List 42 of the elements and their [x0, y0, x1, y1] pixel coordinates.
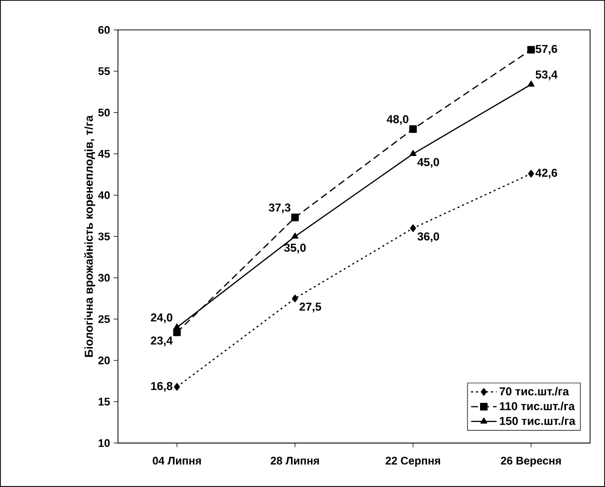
data-label: 42,6 — [535, 168, 558, 179]
y-tick-label: 20 — [98, 356, 110, 364]
point — [410, 224, 416, 232]
x-tick-label: 26 Вересня — [500, 456, 561, 467]
legend-label: 70 тис.шт./га — [500, 387, 570, 396]
data-label: 45,0 — [417, 158, 440, 168]
data-label: 37,3 — [268, 204, 290, 214]
y-tick-label: 50 — [98, 108, 110, 116]
point — [292, 232, 298, 239]
y-tick-label: 40 — [98, 191, 110, 200]
point — [409, 125, 417, 133]
data-label: 27,5 — [300, 302, 322, 312]
data-label: 24,0 — [150, 313, 172, 324]
point — [528, 170, 534, 178]
y-tick-label: 35 — [98, 232, 110, 240]
y-tick-label: 55 — [98, 67, 110, 76]
point — [410, 150, 416, 156]
x-tick-label: 22 Серпня — [386, 456, 440, 467]
point — [527, 46, 535, 54]
point — [528, 80, 534, 87]
point — [174, 383, 180, 391]
data-label: 36,0 — [417, 232, 440, 242]
y-tick-label: 10 — [98, 439, 110, 447]
y-tick-label: 60 — [98, 26, 110, 34]
point — [292, 294, 298, 302]
data-label: 57,6 — [536, 44, 558, 55]
x-tick-label: 04 Липня — [152, 456, 201, 465]
data-label: 48,0 — [386, 115, 408, 125]
y-tick-label: 45 — [98, 150, 110, 158]
data-label: 53,4 — [536, 70, 558, 80]
legend-label: 150 тис.шт./га — [500, 416, 576, 426]
y-tick-label: 30 — [98, 274, 110, 282]
point — [174, 324, 180, 330]
point — [291, 214, 299, 222]
data-label: 16,8 — [151, 382, 172, 392]
data-label: 23,4 — [150, 336, 173, 346]
y-axis-title: Біологічна врожайність коренеплодів, т/га — [84, 115, 96, 357]
data-label: 35,0 — [284, 244, 306, 254]
y-tick-label: 25 — [98, 315, 110, 323]
x-tick-label: 28 Липня — [270, 456, 319, 465]
legend-label: 110 тис.шт./га — [500, 402, 575, 410]
y-tick-label: 15 — [98, 398, 110, 406]
